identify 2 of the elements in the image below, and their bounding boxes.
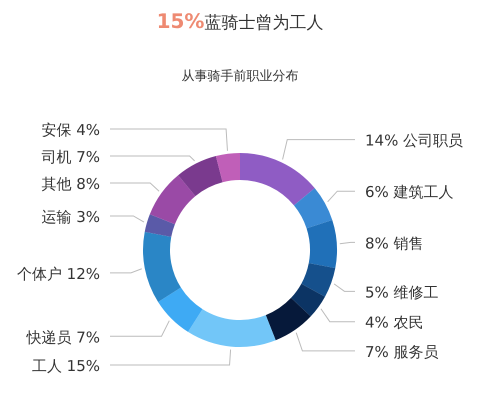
title: 15%蓝骑士曾为工人 — [156, 9, 324, 33]
subtitle: 从事骑手前职业分布 — [182, 69, 298, 84]
